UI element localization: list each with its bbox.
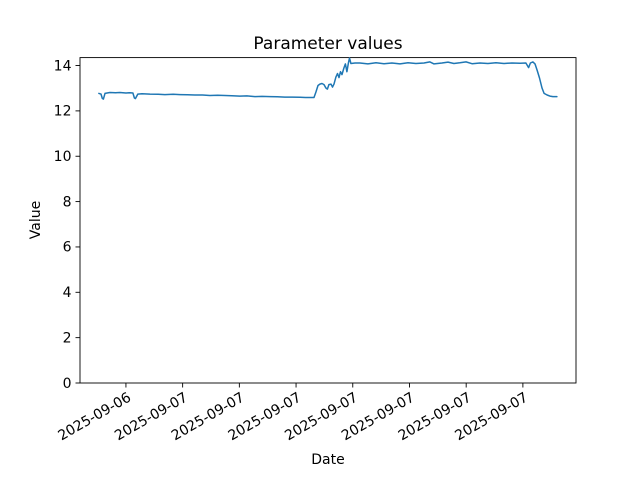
y-tick-label: 12 (54, 104, 72, 120)
data-series-line (98, 57, 558, 100)
x-axis-label: Date (311, 452, 344, 468)
y-axis-ticks: 0 2 4 6 8 10 12 14 (54, 58, 80, 392)
y-tick-label: 2 (63, 330, 72, 346)
y-tick-label: 6 (63, 240, 72, 256)
y-tick-label: 10 (54, 149, 72, 165)
chart-title: Parameter values (253, 34, 402, 54)
y-tick-label: 14 (54, 58, 72, 74)
y-tick-label: 8 (63, 194, 72, 210)
y-axis-label: Value (28, 201, 44, 239)
y-tick-label: 0 (63, 376, 72, 392)
data-series (98, 57, 558, 100)
y-tick-label: 4 (63, 285, 72, 301)
x-axis-ticks: 2025-09-062025-09-072025-09-072025-09-07… (55, 383, 531, 444)
plot-area (79, 57, 577, 384)
